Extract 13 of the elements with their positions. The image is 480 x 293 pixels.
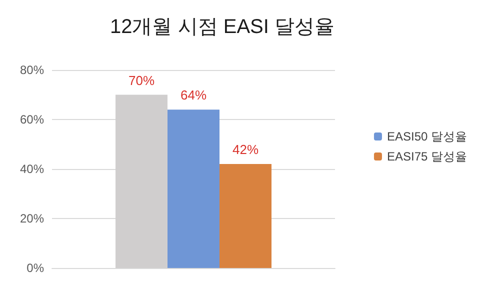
data-label: 42% — [232, 142, 259, 158]
data-label: 70% — [128, 72, 155, 88]
bar — [168, 110, 220, 268]
chart-title: 12개월 시점 EASI 달성율 — [110, 16, 334, 38]
y-tick-label: 20% — [20, 212, 44, 226]
legend-label: EASI50 달성율 — [386, 130, 468, 144]
y-tick-label: 40% — [20, 162, 44, 176]
y-tick-label: 80% — [20, 63, 44, 77]
y-tick-label: 60% — [20, 112, 44, 126]
data-label: 64% — [180, 88, 207, 103]
y-tick-label: 0% — [26, 261, 44, 275]
bar — [220, 164, 272, 268]
legend-label: EASI75 달성율 — [386, 150, 468, 164]
